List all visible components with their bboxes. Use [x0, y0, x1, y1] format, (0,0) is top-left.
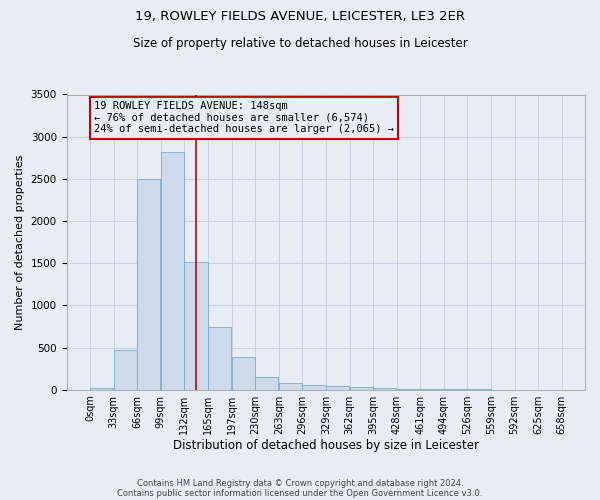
X-axis label: Distribution of detached houses by size in Leicester: Distribution of detached houses by size … [173, 440, 479, 452]
Bar [255, 376, 278, 390]
Bar [232, 357, 255, 390]
Bar [326, 386, 349, 390]
Text: Size of property relative to detached houses in Leicester: Size of property relative to detached ho… [133, 38, 467, 51]
Bar [279, 383, 302, 390]
Text: 19 ROWLEY FIELDS AVENUE: 148sqm
← 76% of detached houses are smaller (6,574)
24%: 19 ROWLEY FIELDS AVENUE: 148sqm ← 76% of… [94, 101, 394, 134]
Text: 19, ROWLEY FIELDS AVENUE, LEICESTER, LE3 2ER: 19, ROWLEY FIELDS AVENUE, LEICESTER, LE3… [135, 10, 465, 23]
Bar [350, 387, 373, 390]
Bar [302, 385, 326, 390]
Bar [137, 179, 160, 390]
Bar [161, 152, 184, 390]
Text: Contains HM Land Registry data © Crown copyright and database right 2024.: Contains HM Land Registry data © Crown c… [137, 478, 463, 488]
Y-axis label: Number of detached properties: Number of detached properties [15, 154, 25, 330]
Bar [90, 388, 113, 390]
Text: Contains public sector information licensed under the Open Government Licence v3: Contains public sector information licen… [118, 488, 482, 498]
Bar [184, 262, 208, 390]
Bar [373, 388, 397, 390]
Bar [113, 350, 137, 390]
Bar [397, 389, 420, 390]
Bar [208, 328, 231, 390]
